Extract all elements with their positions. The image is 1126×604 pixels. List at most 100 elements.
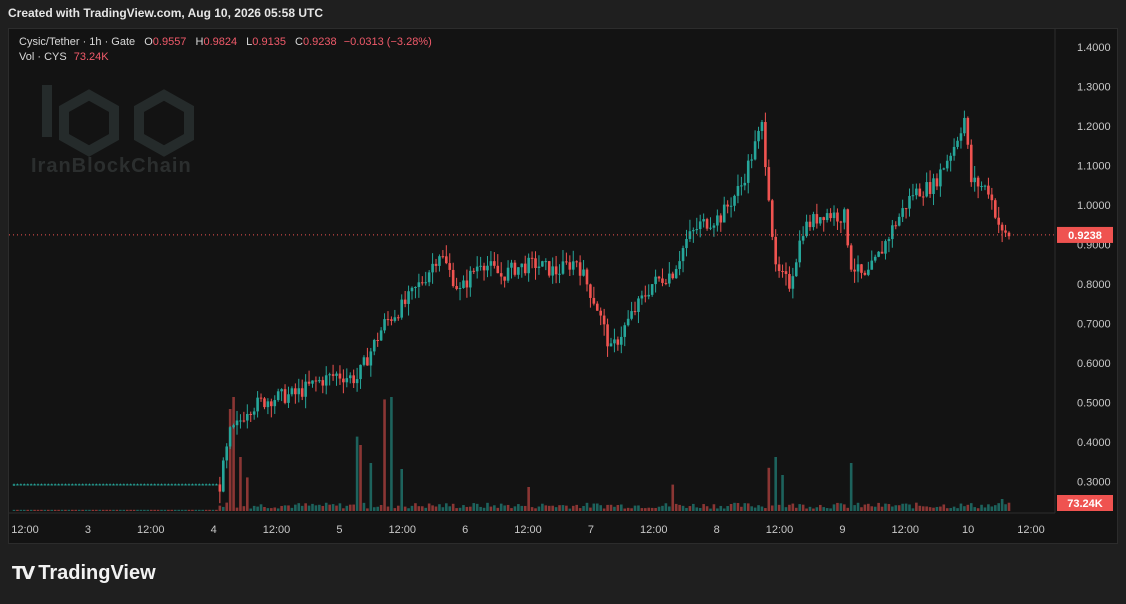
volume-bar — [479, 506, 482, 511]
volume-bar — [523, 505, 527, 511]
candle-body — [167, 484, 170, 486]
candle-body — [287, 394, 290, 403]
volume-bar — [863, 504, 867, 511]
candle-body — [139, 484, 143, 486]
candle-body — [925, 182, 928, 197]
candle-body — [81, 484, 84, 486]
close-value: 0.9238 — [302, 36, 337, 48]
candle-body — [527, 257, 530, 274]
last-price-badge — [1057, 226, 1113, 243]
candle-body — [314, 380, 318, 382]
candle-body — [204, 484, 208, 486]
y-tick-label: 1.4000 — [1077, 42, 1111, 54]
y-tick-label: 1.3000 — [1077, 81, 1111, 93]
candle-body — [626, 318, 630, 326]
volume-bar — [194, 509, 198, 511]
candle-body — [499, 273, 503, 277]
candle-body — [376, 339, 379, 341]
candle-body — [249, 413, 253, 415]
volume-bar — [589, 507, 592, 511]
volume-bar — [362, 502, 366, 511]
volume-bar — [441, 507, 445, 511]
volume-bar — [963, 506, 966, 511]
candle-body — [335, 373, 338, 376]
x-tick-label: 12:00 — [640, 524, 668, 536]
volume-bar — [448, 506, 452, 511]
candle-body — [379, 330, 383, 341]
candle-body — [959, 133, 963, 141]
candle-body — [966, 117, 970, 145]
chart-panel[interactable]: IranBlockChain Cysic/Tether · 1h · Gate … — [8, 28, 1118, 544]
candle-body — [829, 213, 832, 219]
candle-body — [939, 169, 942, 187]
volume-bar — [757, 505, 760, 511]
candle-body — [692, 230, 695, 232]
volume-bar — [345, 505, 349, 511]
candle-body — [256, 397, 259, 412]
volume-bar — [973, 507, 976, 511]
volume-bar — [400, 469, 404, 511]
candle-body — [324, 375, 328, 386]
candle-body — [129, 484, 132, 486]
candle-body — [101, 484, 105, 486]
candle-body — [43, 484, 47, 486]
volume-bar — [860, 507, 863, 511]
volume-bar — [414, 503, 417, 511]
tradingview-footer[interactable]: TV TradingView — [12, 562, 156, 585]
volume-bar — [331, 504, 335, 511]
watermark: IranBlockChain — [29, 77, 219, 177]
candle-body — [132, 484, 136, 486]
candle-body — [770, 200, 774, 237]
x-tick-label: 12:00 — [766, 524, 794, 536]
candle-body — [921, 196, 925, 198]
volume-bar — [472, 503, 476, 511]
volume-bar — [582, 506, 585, 511]
volume-bar — [959, 503, 963, 511]
candle-body — [884, 241, 887, 254]
volume-bar — [108, 509, 112, 511]
candle-body — [276, 391, 280, 401]
candlestick-chart[interactable]: 1.40001.30001.20001.10001.00000.90000.80… — [9, 29, 1117, 543]
volume-bar — [81, 509, 84, 511]
candle-body — [671, 273, 675, 279]
candle-body — [668, 273, 671, 284]
volume-bar — [136, 509, 139, 511]
volume-label[interactable]: Vol · CYS — [19, 51, 67, 63]
volume-bar — [753, 507, 757, 511]
candle-body — [702, 219, 705, 222]
candle-body — [595, 303, 599, 311]
volume-bar — [575, 504, 578, 511]
candle-body — [616, 339, 620, 345]
last-volume-label: 73.24K — [1067, 498, 1103, 510]
volume-bar — [438, 504, 441, 511]
volume-bar — [297, 503, 301, 511]
volume-bar — [335, 505, 338, 511]
candle-body — [753, 141, 757, 160]
candle-body — [33, 484, 36, 486]
candle-body — [112, 484, 115, 486]
candle-body — [125, 484, 129, 486]
candle-body — [788, 274, 791, 289]
volume-bar — [1004, 504, 1007, 511]
candle-body — [973, 177, 976, 183]
volume-bar — [637, 505, 640, 511]
candle-body — [383, 319, 386, 331]
open-value: 0.9557 — [152, 36, 187, 48]
candle-body — [359, 364, 362, 380]
candle-body — [22, 484, 26, 486]
candle-body — [465, 280, 469, 288]
candle-body — [963, 117, 966, 134]
candle-body — [836, 212, 839, 222]
candle-body — [894, 225, 898, 227]
volume-bar — [578, 508, 582, 511]
volume-bar — [403, 506, 407, 511]
candle-body — [50, 484, 54, 486]
volume-bar — [355, 436, 359, 511]
candle-body — [976, 177, 980, 187]
symbol-label[interactable]: Cysic/Tether · 1h · Gate — [19, 36, 136, 48]
candle-body — [517, 267, 520, 275]
volume-bar — [616, 505, 620, 511]
candle-body — [712, 225, 716, 228]
volume-bar — [239, 457, 242, 511]
volume-bar — [129, 509, 132, 511]
